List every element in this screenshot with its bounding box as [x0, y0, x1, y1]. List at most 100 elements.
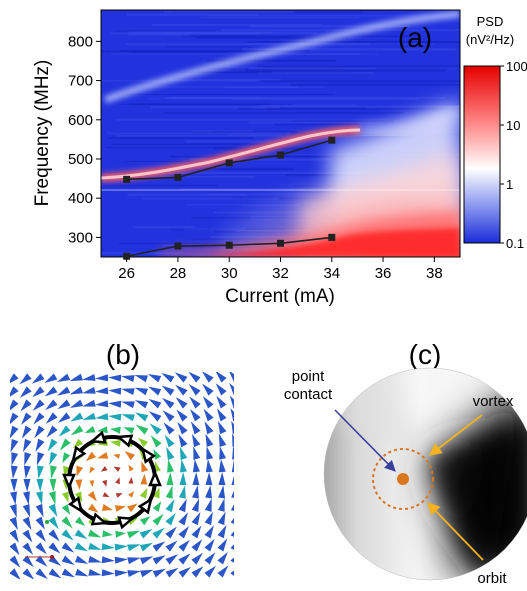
noise-streak: [105, 146, 238, 149]
field-arrow: [137, 437, 149, 448]
field-arrow: [45, 412, 58, 424]
noise-streak: [124, 43, 371, 46]
field-arrow: [45, 399, 58, 411]
y-tick-label: 300: [68, 229, 93, 246]
field-arrow: [10, 491, 18, 505]
noise-streak: [130, 51, 228, 53]
field-arrow: [203, 408, 214, 422]
field-arrow: [164, 434, 175, 448]
y-axis-label: Frequency (MHz): [32, 60, 53, 207]
field-arrow: [82, 386, 96, 394]
field-arrow: [115, 477, 120, 485]
field-arrow: [215, 372, 227, 383]
noise-streak: [290, 83, 460, 86]
noise-streak: [249, 24, 410, 28]
field-arrow: [154, 461, 161, 473]
field-arrow: [165, 498, 175, 513]
field-arrow: [22, 542, 34, 555]
field-arrow: [21, 412, 32, 426]
field-arrow: [74, 529, 88, 540]
noise-streak: [235, 53, 361, 55]
field-arrow: [70, 412, 84, 422]
field-arrow: [10, 465, 18, 479]
field-arrow: [121, 414, 135, 422]
field-arrow: [95, 400, 109, 408]
field-arrow: [24, 452, 32, 466]
field-arrow: [217, 420, 227, 435]
field-arrow: [22, 555, 34, 568]
field-arrow: [179, 446, 188, 460]
field-arrow: [21, 425, 32, 439]
noise-streak: [108, 137, 254, 140]
field-arrow: [139, 542, 154, 552]
colorbar: [463, 65, 501, 244]
field-arrow: [88, 568, 102, 576]
noise-streak: [163, 111, 404, 114]
field-arrow: [127, 557, 141, 565]
panel-b: (b): [10, 339, 234, 579]
field-arrow: [75, 568, 89, 577]
noise-streak: [267, 107, 367, 110]
contact-dot: [50, 555, 54, 559]
noise-streak: [127, 193, 247, 196]
field-arrow: [35, 491, 43, 505]
point-contact-arrow: [334, 409, 396, 472]
field-arrow: [108, 374, 122, 382]
field-arrow: [50, 465, 57, 479]
field-arrow: [165, 567, 179, 578]
field-arrow: [121, 401, 135, 409]
noise-streak: [124, 160, 241, 163]
field-arrow: [218, 459, 226, 473]
noise-streak: [170, 78, 281, 81]
field-arrow: [35, 555, 48, 567]
field-arrow: [153, 448, 162, 460]
noise-streak: [127, 33, 191, 36]
y-tick-label: 500: [68, 151, 93, 168]
noise-streak: [259, 40, 460, 42]
noise-streak: [111, 143, 274, 146]
field-arrow: [76, 465, 84, 477]
field-arrow: [149, 423, 162, 435]
field-arrow: [108, 413, 122, 421]
noise-streak: [248, 67, 377, 70]
noise-streak: [224, 86, 298, 89]
field-arrow: [75, 479, 83, 490]
field-arrow: [61, 555, 75, 565]
orbit-arrowhead: [90, 512, 109, 526]
field-arrow: [231, 459, 234, 473]
field-arrow: [231, 420, 234, 435]
x-tick-label: 30: [221, 265, 238, 282]
field-arrow: [10, 399, 19, 411]
field-arrow: [174, 372, 188, 383]
field-arrow: [85, 451, 97, 462]
noise-streak: [257, 72, 374, 74]
field-arrow: [22, 529, 33, 543]
field-arrow: [114, 543, 128, 551]
field-arrow: [218, 472, 226, 486]
field-arrow: [165, 554, 179, 565]
noise-streak: [118, 242, 257, 245]
field-arrow: [22, 516, 32, 531]
field-arrow: [74, 555, 89, 564]
field-arrow: [61, 516, 73, 529]
noise-streak: [134, 225, 196, 229]
noise-streak: [227, 133, 320, 136]
field-arrow: [204, 565, 216, 578]
field-arrow: [191, 433, 201, 448]
colorbar-tick-label: 10: [506, 118, 520, 133]
field-arrow: [121, 388, 135, 396]
field-arrow: [69, 386, 84, 395]
data-point-marker: [225, 159, 233, 167]
field-arrow: [229, 395, 234, 409]
field-arrow: [230, 504, 234, 511]
field-arrow: [101, 556, 115, 564]
heatmap-image: [101, 10, 460, 257]
field-arrow: [102, 492, 110, 498]
noise-streak: [162, 31, 318, 35]
field-arrow: [82, 412, 96, 421]
field-arrow: [113, 453, 121, 459]
field-arrow: [135, 424, 149, 435]
orbit-arrowhead: [88, 430, 107, 444]
noise-streak: [157, 175, 255, 178]
field-arrow: [230, 408, 234, 422]
